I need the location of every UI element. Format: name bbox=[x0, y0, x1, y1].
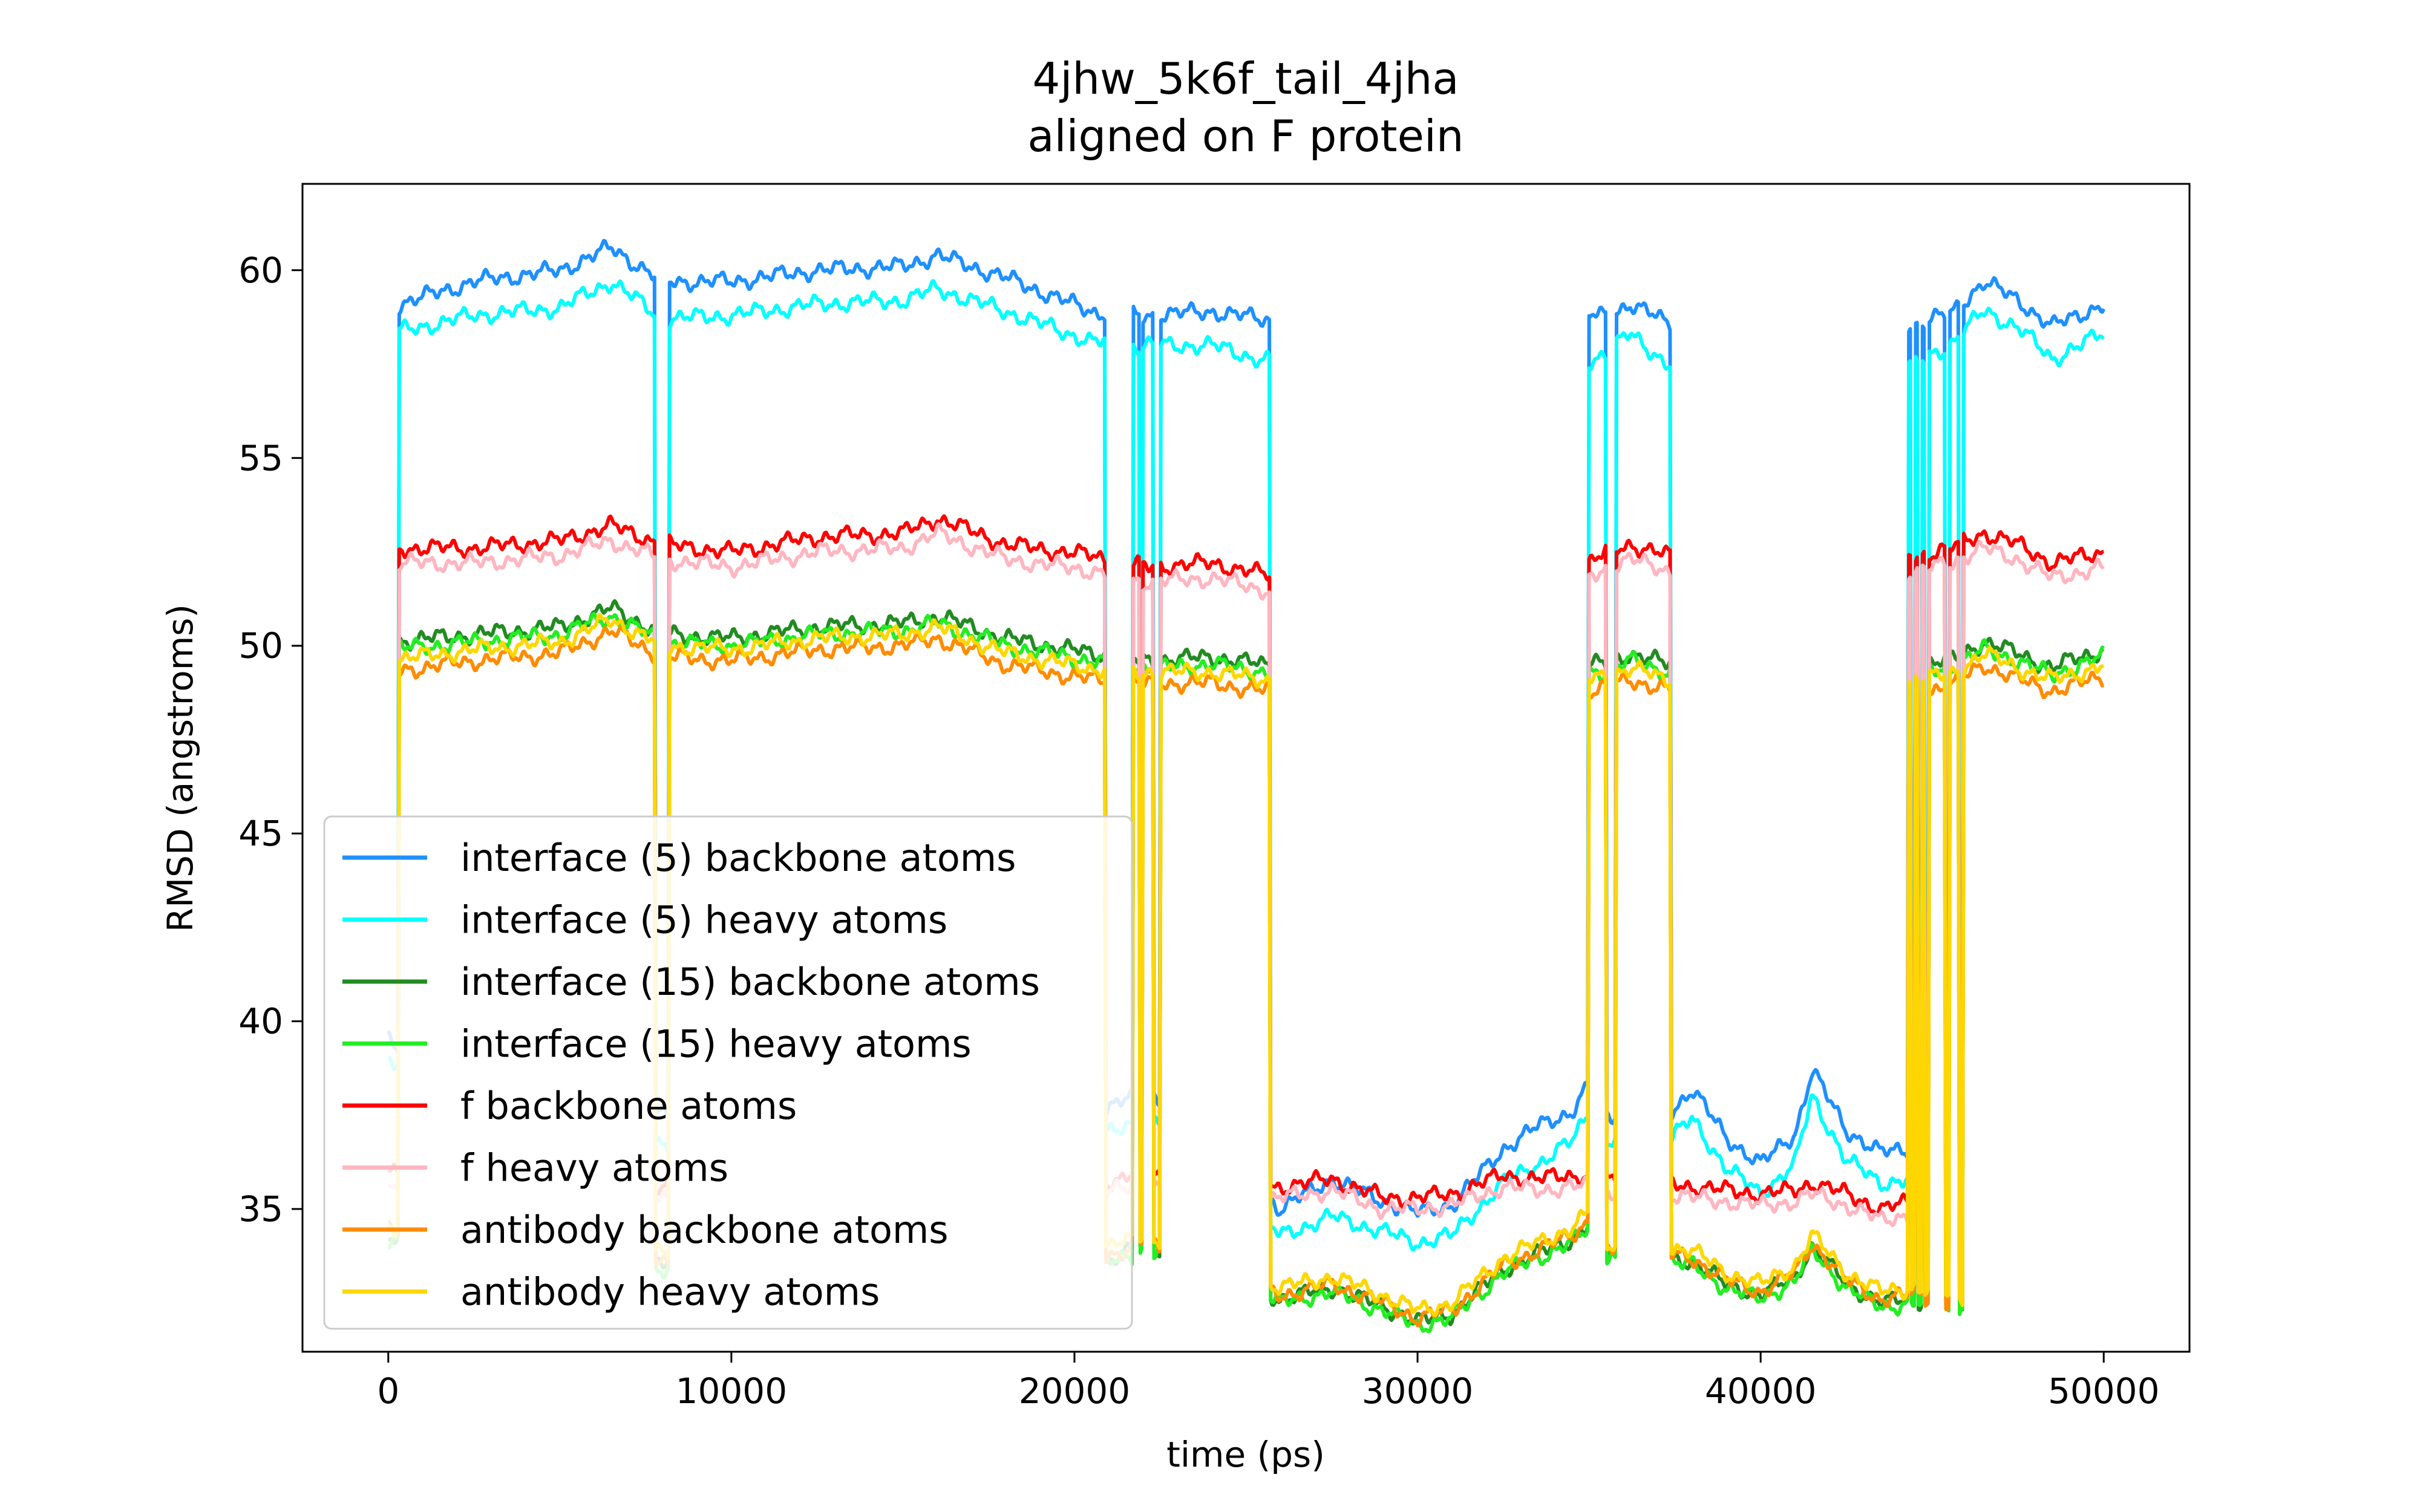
y-tick-label: 40 bbox=[238, 1001, 283, 1042]
legend-label: interface (5) heavy atoms bbox=[460, 898, 947, 942]
series-line-4 bbox=[388, 611, 2105, 1334]
series-line-6 bbox=[388, 522, 2105, 1227]
legend-label: antibody heavy atoms bbox=[460, 1270, 880, 1314]
x-axis: 0 10000 20000 30000 40000 50000 bbox=[377, 1352, 2159, 1412]
legend-label: interface (15) backbone atoms bbox=[460, 960, 1040, 1004]
legend: interface (5) backbone atoms interface (5… bbox=[323, 815, 1133, 1330]
plot-frame bbox=[301, 183, 2191, 1353]
y-tick-label: 50 bbox=[238, 625, 283, 666]
legend-label: antibody backbone atoms bbox=[460, 1208, 949, 1252]
series-layer bbox=[387, 239, 2105, 1334]
x-tick-label: 20000 bbox=[1019, 1370, 1131, 1412]
series-line-7 bbox=[388, 625, 2104, 1328]
y-axis-label: RMSD (angstroms) bbox=[160, 604, 201, 932]
legend-label: interface (15) heavy atoms bbox=[460, 1022, 972, 1066]
series-line-1 bbox=[387, 239, 2105, 1218]
series-line-2 bbox=[387, 279, 2105, 1252]
y-axis: 35 40 45 50 55 60 bbox=[238, 250, 302, 1230]
x-axis-label: time (ps) bbox=[1166, 1434, 1325, 1475]
chart-subtitle: aligned on F protein bbox=[1027, 111, 1463, 161]
y-tick-label: 35 bbox=[238, 1188, 283, 1230]
x-tick-label: 10000 bbox=[676, 1370, 788, 1412]
legend-label: interface (5) backbone atoms bbox=[460, 836, 1016, 880]
legend-box bbox=[323, 815, 1133, 1330]
chart-title: 4jhw_5k6f_tail_4jha bbox=[1033, 53, 1459, 104]
y-tick-label: 55 bbox=[238, 437, 283, 478]
x-tick-label: 50000 bbox=[2048, 1370, 2160, 1412]
x-tick-label: 0 bbox=[377, 1370, 399, 1412]
y-tick-label: 60 bbox=[238, 250, 283, 291]
x-tick-label: 30000 bbox=[1362, 1370, 1474, 1412]
series-line-3 bbox=[388, 599, 2104, 1326]
x-tick-label: 40000 bbox=[1705, 1370, 1817, 1412]
series-line-8 bbox=[388, 613, 2105, 1317]
y-tick-label: 45 bbox=[238, 813, 283, 854]
legend-label: f backbone atoms bbox=[460, 1084, 797, 1128]
legend-label: f heavy atoms bbox=[460, 1146, 728, 1190]
